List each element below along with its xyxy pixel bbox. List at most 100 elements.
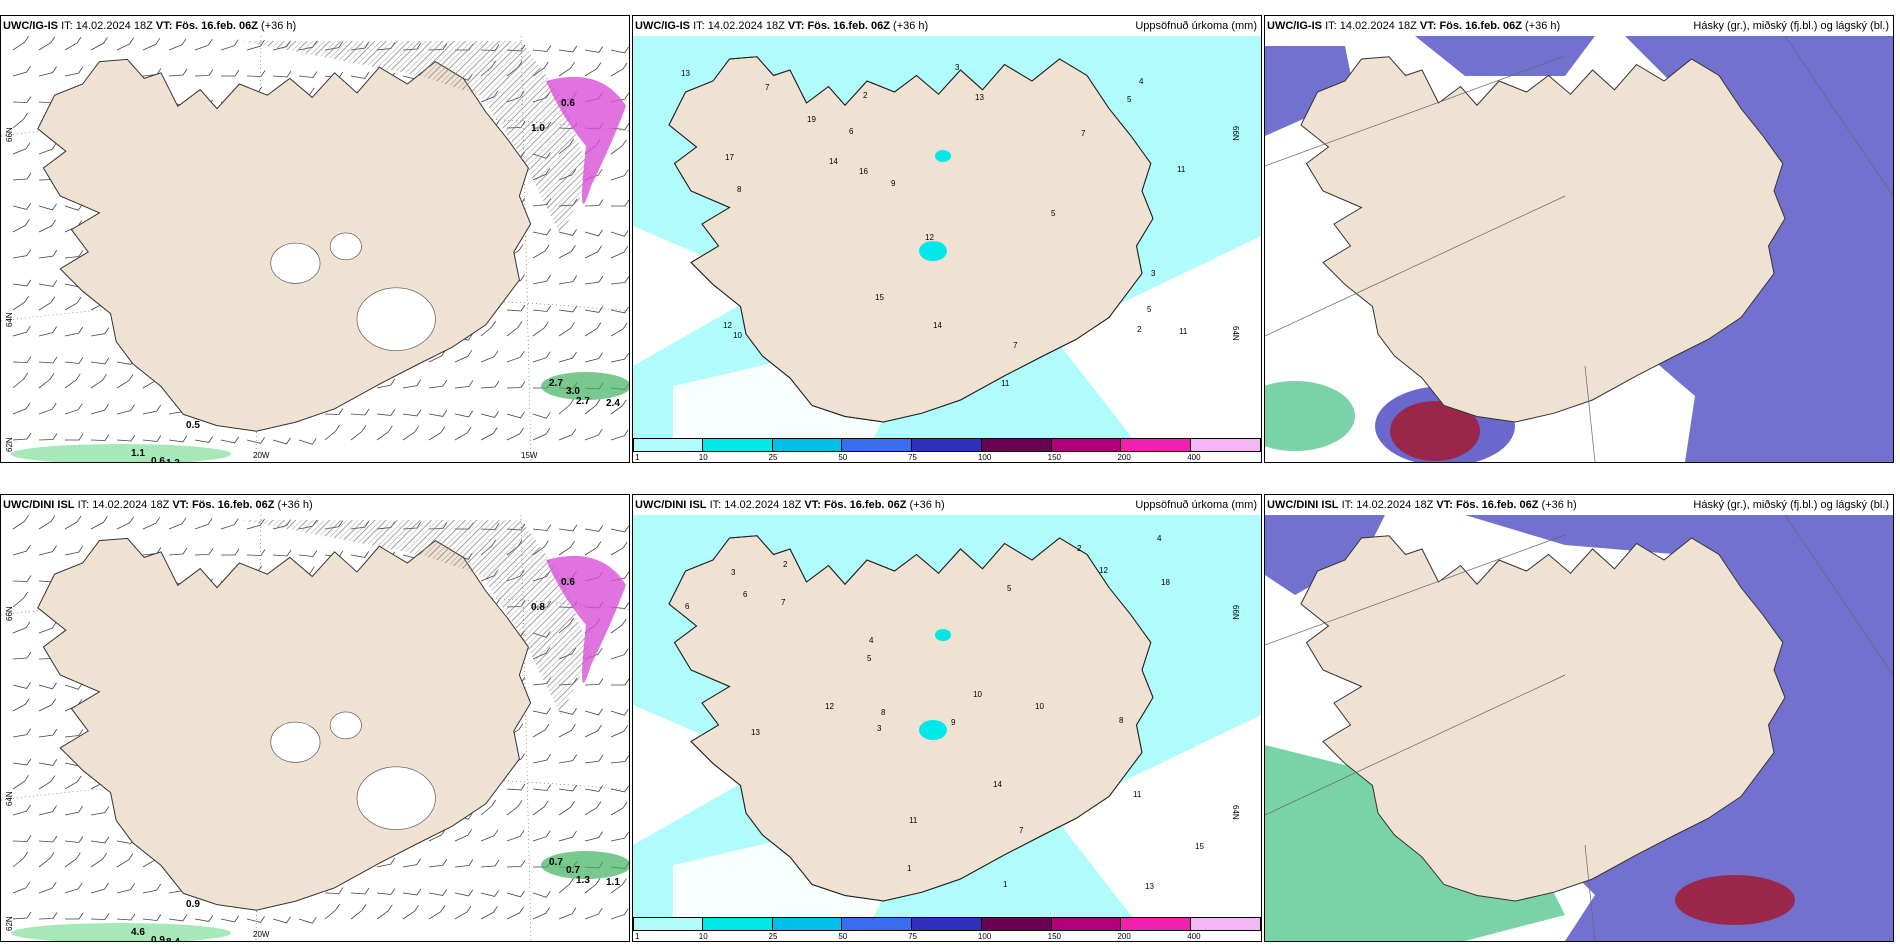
colorbar-box: [842, 438, 913, 452]
value-label: 2.7: [576, 396, 590, 407]
panel-header: UWC/IG-IS IT: 14.02.2024 18Z VT: Fös. 16…: [3, 20, 297, 32]
colorbar-tick: 1: [635, 932, 640, 941]
lat-label: 66N: [5, 606, 14, 621]
no-precip-area: [633, 705, 773, 845]
precip-value: 18: [1161, 578, 1170, 587]
precip-value: 5: [1051, 209, 1056, 218]
high-cloud: [1265, 46, 1355, 136]
precip-value: 7: [1013, 341, 1018, 350]
no-precip-area: [633, 226, 773, 366]
precip-cell: [935, 629, 951, 641]
value-label: 0.5: [186, 420, 200, 431]
precip-value: 3: [877, 724, 882, 733]
precip-value: 9: [891, 179, 896, 188]
high-cloud: [1265, 515, 1385, 595]
precip-value: 5: [1127, 95, 1132, 104]
colorbar-tick: 75: [908, 453, 918, 462]
colorbar-box: [702, 438, 773, 452]
precip-value: 9: [951, 718, 956, 727]
iceland-landmass: [37, 58, 532, 432]
precip-value: 2: [1137, 325, 1142, 334]
colorbar-tick: 25: [768, 453, 778, 462]
panel-header: UWC/DINI ISL IT: 14.02.2024 18Z VT: Fös.…: [633, 495, 1261, 515]
iceland-landmass: [37, 537, 532, 911]
precip-value: 11: [909, 816, 918, 825]
value-label: 1.1: [131, 448, 145, 459]
icing-magenta-area: [546, 555, 626, 683]
precip-map: 2413127105815116391312145710412368111186…: [633, 515, 1261, 918]
panel-header: UWC/IG-IS IT: 14.02.2024 18Z VT: Fös. 16…: [1265, 16, 1893, 36]
precip-value: 17: [725, 153, 734, 162]
dry-land-area: [853, 625, 1103, 855]
iceland-landmass: [1300, 56, 1786, 423]
value-label: 1.3: [166, 458, 180, 462]
precip-value: 3: [731, 568, 736, 577]
colorbar-tick: 100: [977, 453, 992, 462]
glacier-patch: [270, 242, 321, 284]
colorbar-box: [912, 917, 982, 931]
precip-value: 13: [681, 69, 690, 78]
colorbar-tick: 25: [768, 932, 778, 941]
precip-value: 5: [1007, 584, 1012, 593]
colorbar-box: [842, 917, 913, 931]
colorbar-box: [981, 917, 1052, 931]
precip-value: 7: [781, 598, 786, 607]
value-label: 1.3: [576, 875, 590, 886]
lat-label: 66N: [1231, 605, 1240, 620]
lat-lon-grid: [1265, 515, 1893, 941]
colorbar-tick: 10: [698, 932, 708, 941]
precip-value: 2: [1077, 544, 1082, 553]
precip-value: 8: [881, 708, 886, 717]
green-precip-area: [541, 372, 629, 400]
lon-label: 15W: [521, 451, 538, 460]
colorbar-box: [633, 917, 703, 931]
lat-label: 66N: [5, 127, 14, 142]
coastline: [1300, 56, 1786, 423]
colorbar-box: [702, 917, 773, 931]
precip-value: 14: [933, 321, 942, 330]
precip-value: 12: [825, 702, 834, 711]
high-cloud: [1415, 36, 1595, 76]
lat-label: 62N: [5, 437, 14, 452]
wind-map: 0.60.80.94.60.98.40.70.71.31.166N64N62N2…: [1, 515, 629, 941]
lat-label: 64N: [5, 312, 14, 327]
lat-label: 66N: [1231, 126, 1240, 141]
precip-value: 10: [733, 331, 742, 340]
colorbar-box: [912, 438, 982, 452]
value-label: 0.7: [549, 857, 563, 868]
panel-title: Háský (gr.), miðský (fj.bl.) og lágský (…: [1693, 499, 1889, 511]
panel-header: UWC/DINI ISL IT: 14.02.2024 18Z VT: Fös.…: [3, 499, 313, 511]
no-precip-area: [1053, 715, 1261, 918]
panel-title: Uppsöfnuð úrkoma (mm): [1135, 20, 1257, 32]
colorbar-tick: 50: [838, 453, 848, 462]
colorbar-box: [772, 438, 843, 452]
precip-value: 2: [863, 91, 868, 100]
colorbar-box: [981, 438, 1052, 452]
precip-value: 4: [1139, 77, 1144, 86]
colorbar-box: [1121, 917, 1192, 931]
green-precip-area: [11, 923, 231, 941]
bottom-precip-panel: UWC/DINI ISL IT: 14.02.2024 18Z VT: Fös.…: [632, 494, 1262, 942]
iceland-landmass: [1300, 535, 1786, 902]
precip-cell: [935, 150, 951, 162]
top-wind-panel: UWC/IG-IS IT: 14.02.2024 18Z VT: Fös. 16…: [0, 15, 630, 463]
lat-label: 62N: [5, 916, 14, 931]
low-cloud: [1675, 875, 1795, 925]
value-label: 0.6: [151, 456, 165, 462]
colorbar-tick: 1: [635, 453, 640, 462]
precip-value: 4: [869, 636, 874, 645]
lon-label: 20W: [253, 930, 270, 939]
precip-value: 13: [751, 728, 760, 737]
precip-cell: [919, 241, 947, 261]
lat-label: 64N: [1231, 805, 1240, 820]
panel-title: Hásky (gr.), miðský (fj.bl.) og lágský (…: [1693, 20, 1889, 32]
low-cloud: [1390, 401, 1480, 461]
colorbar-tick: 50: [838, 932, 848, 941]
precip-value: 6: [685, 602, 690, 611]
colorbar-box: [633, 438, 703, 452]
precip-value: 13: [1145, 882, 1154, 891]
colorbar-box: [1121, 438, 1192, 452]
precip-value: 13: [975, 93, 984, 102]
precip-value: 11: [1179, 327, 1188, 336]
value-label: 0.6: [561, 98, 575, 109]
